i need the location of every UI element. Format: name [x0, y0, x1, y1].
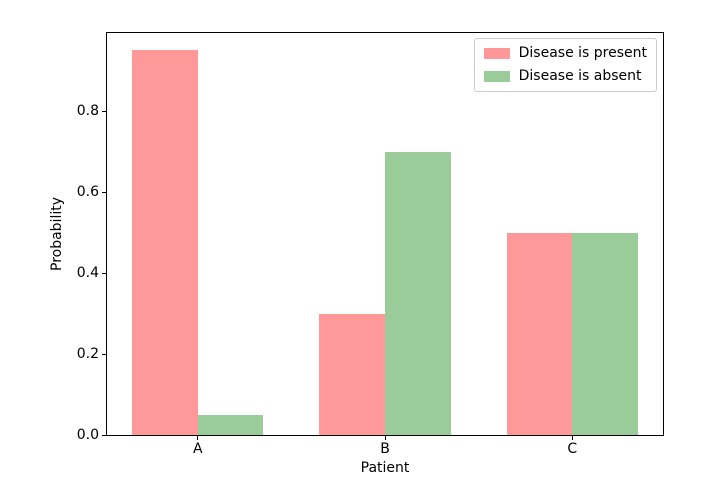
- legend-item-present: Disease is present: [483, 45, 647, 63]
- y-tick: [102, 191, 106, 193]
- legend-swatch-present: [483, 48, 510, 60]
- x-tick: [384, 436, 386, 440]
- x-axis-label: Patient: [360, 460, 410, 476]
- legend: Disease is present Disease is absent: [473, 38, 657, 92]
- y-tick: [102, 110, 106, 112]
- bar-A-series-1: [197, 414, 264, 435]
- y-tick-label: 0.0: [76, 427, 99, 443]
- x-tick: [571, 436, 573, 440]
- plot-area: Disease is present Disease is absent 0.0…: [77, 32, 664, 456]
- bar-C-series-1: [572, 232, 638, 435]
- bar-B-series-1: [385, 151, 451, 435]
- bar-A-series-0: [132, 50, 198, 435]
- x-tick: [197, 436, 199, 440]
- x-tick-label: A: [192, 441, 203, 457]
- x-tick-label: C: [567, 441, 578, 457]
- legend-label-absent: Disease is absent: [518, 67, 642, 84]
- legend-item-absent: Disease is absent: [483, 67, 647, 86]
- bar-B-series-0: [319, 313, 385, 435]
- y-tick: [102, 272, 106, 274]
- y-axis-label: Probability: [49, 196, 65, 272]
- y-tick-label: 0.6: [76, 184, 99, 201]
- y-tick: [102, 434, 106, 436]
- y-tick-label: 0.2: [76, 346, 99, 363]
- legend-swatch-absent: [483, 70, 510, 82]
- y-tick-label: 0.8: [76, 103, 99, 120]
- y-tick-label: 0.4: [76, 265, 99, 282]
- legend-label-present: Disease is present: [518, 45, 647, 61]
- x-tick-label: B: [380, 441, 390, 457]
- y-tick: [102, 353, 106, 355]
- bar-C-series-0: [506, 232, 573, 435]
